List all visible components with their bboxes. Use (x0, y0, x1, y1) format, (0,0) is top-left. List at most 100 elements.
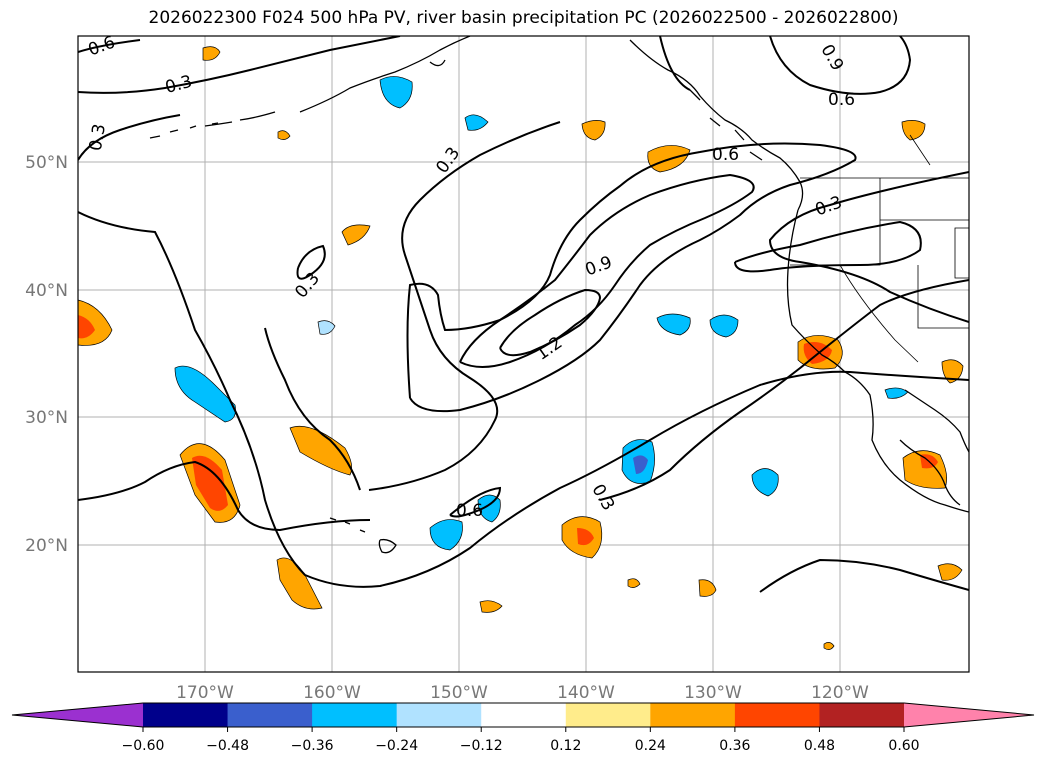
colorbar-segment (565, 703, 651, 727)
colorbar-segment (143, 703, 229, 727)
colorbar-extend-min (12, 703, 143, 727)
lon-label: 120°W (811, 683, 869, 703)
precip-negative-blob (464, 114, 489, 131)
precip-positive-blob (901, 120, 926, 141)
pv-contour-0.3 (78, 36, 401, 94)
lon-label: 150°W (430, 683, 488, 703)
contour-label: 0.3 (86, 122, 110, 152)
contour-label: 0.6 (456, 501, 483, 521)
state-border (954, 227, 969, 279)
colorbar-segment (481, 703, 567, 727)
precip-positive-blob (202, 46, 221, 61)
pv-contour-0.9 (459, 173, 755, 368)
pv-contour-0.3 (659, 36, 691, 91)
colorbar-extend-max (904, 703, 1034, 727)
pv-contour-0.3 (78, 114, 181, 161)
state-border (917, 265, 969, 329)
british-columbia-coastline (629, 39, 804, 211)
colorbar-segment (650, 703, 736, 727)
pv-contour-0.3 (759, 558, 969, 593)
lat-label: 40°N (25, 281, 68, 301)
colorbar-segment (396, 703, 482, 727)
alaska-coastline (204, 36, 471, 127)
precip-positive-blob (179, 443, 241, 523)
precip-positive-blob (941, 359, 964, 384)
lat-label: 50°N (25, 153, 68, 173)
colorbar-tick-label: 0.12 (550, 738, 581, 754)
precip-negative-blob (709, 314, 739, 338)
pv-contour-0.6 (599, 279, 969, 501)
colorbar-tick-label: −0.36 (291, 738, 334, 754)
precip-positive-blob (627, 578, 641, 588)
contour-label: 0.6 (712, 145, 739, 165)
aleutian-islands (149, 122, 219, 139)
colorbar-segment (734, 703, 820, 727)
colorbar-segment (819, 703, 905, 727)
colorbar-tick-label: 0.24 (635, 738, 666, 754)
precip-positive-blob (561, 516, 603, 559)
hawaii-islands (329, 517, 397, 554)
map-title: 2026022300 F024 500 hPa PV, river basin … (148, 8, 899, 28)
precip-negative-blob (317, 320, 336, 335)
colorbar-tick-label: 0.60 (888, 738, 919, 754)
precip-negative-blob (379, 76, 413, 109)
precip-positive-blob (341, 224, 371, 246)
precip-positive-blob (276, 557, 323, 610)
coastlines (149, 36, 969, 554)
lat-label: 20°N (25, 536, 68, 556)
lon-label: 130°W (684, 683, 742, 703)
pv-contour-0.6 (769, 36, 912, 95)
colorbar-tick-label: 0.36 (719, 738, 750, 754)
colorbar-tick-label: 0.48 (804, 738, 835, 754)
colorbar-tick-label: −0.24 (375, 738, 418, 754)
pv-contour-0.3 (78, 211, 969, 588)
state-borders (790, 134, 969, 363)
colorbar-segment (312, 703, 398, 727)
pv-contour-0.3 (296, 244, 326, 280)
precip-negative-blob (477, 494, 501, 523)
pv-contour-1.2 (499, 288, 602, 357)
precip-positive-blob (78, 299, 113, 346)
colorbar-tick-label: −0.48 (206, 738, 249, 754)
colorbar-tick-label: −0.12 (460, 738, 503, 754)
pv-contour-0.6 (406, 142, 857, 413)
map-frame (77, 35, 970, 673)
state-border (839, 264, 919, 363)
lat-label: 30°N (25, 408, 68, 428)
pv-contour-0.6 (264, 327, 361, 491)
precip-positive-blob (937, 563, 963, 581)
pv-contour-0.6 (734, 220, 922, 273)
pv-contour-0.6 (449, 486, 502, 518)
precip-negative-blob (429, 519, 463, 551)
precip-positive-blob (479, 600, 503, 613)
precip-positive-blob (698, 579, 717, 597)
pv-contour-0.3 (368, 121, 561, 491)
us-west-coastline (786, 209, 969, 513)
precip-positive-blob (277, 130, 291, 140)
lon-axis-labels: 170°W 160°W 150°W 140°W 130°W 120°W (176, 683, 869, 703)
precip-positive-blob (823, 642, 835, 650)
contour-label: 0.6 (828, 90, 855, 110)
lon-label: 160°W (303, 683, 361, 703)
pv-contours (78, 36, 969, 593)
contour-labels: 0.6 0.3 0.3 0.3 0.3 0.9 0.6 0.6 0.3 0.9 … (86, 36, 855, 521)
gulf-california-coastline (904, 389, 969, 453)
colorbar-tick-label: −0.60 (122, 738, 165, 754)
baja-coastline (899, 439, 961, 506)
pv-contour-0.6 (78, 39, 141, 53)
precip-negative-blob (751, 468, 779, 497)
lon-label: 170°W (176, 683, 234, 703)
precip-positive-blob (581, 120, 606, 141)
colorbar-segment (227, 703, 313, 727)
pv-contour-0.6 (78, 460, 371, 532)
precip-negative-blob (656, 313, 691, 336)
lat-axis-labels: 50°N 40°N 30°N 20°N (25, 153, 68, 556)
precip-negative-blob (174, 365, 236, 423)
state-border (909, 134, 931, 166)
colorbar: −0.60 −0.48 −0.36 −0.24 −0.12 0.12 0.24 0.36 0.4… (11, 702, 1035, 754)
lon-label: 140°W (557, 683, 615, 703)
precip-positive-blob (289, 425, 352, 476)
state-border (790, 178, 881, 266)
precip-positive-blob (902, 450, 947, 489)
